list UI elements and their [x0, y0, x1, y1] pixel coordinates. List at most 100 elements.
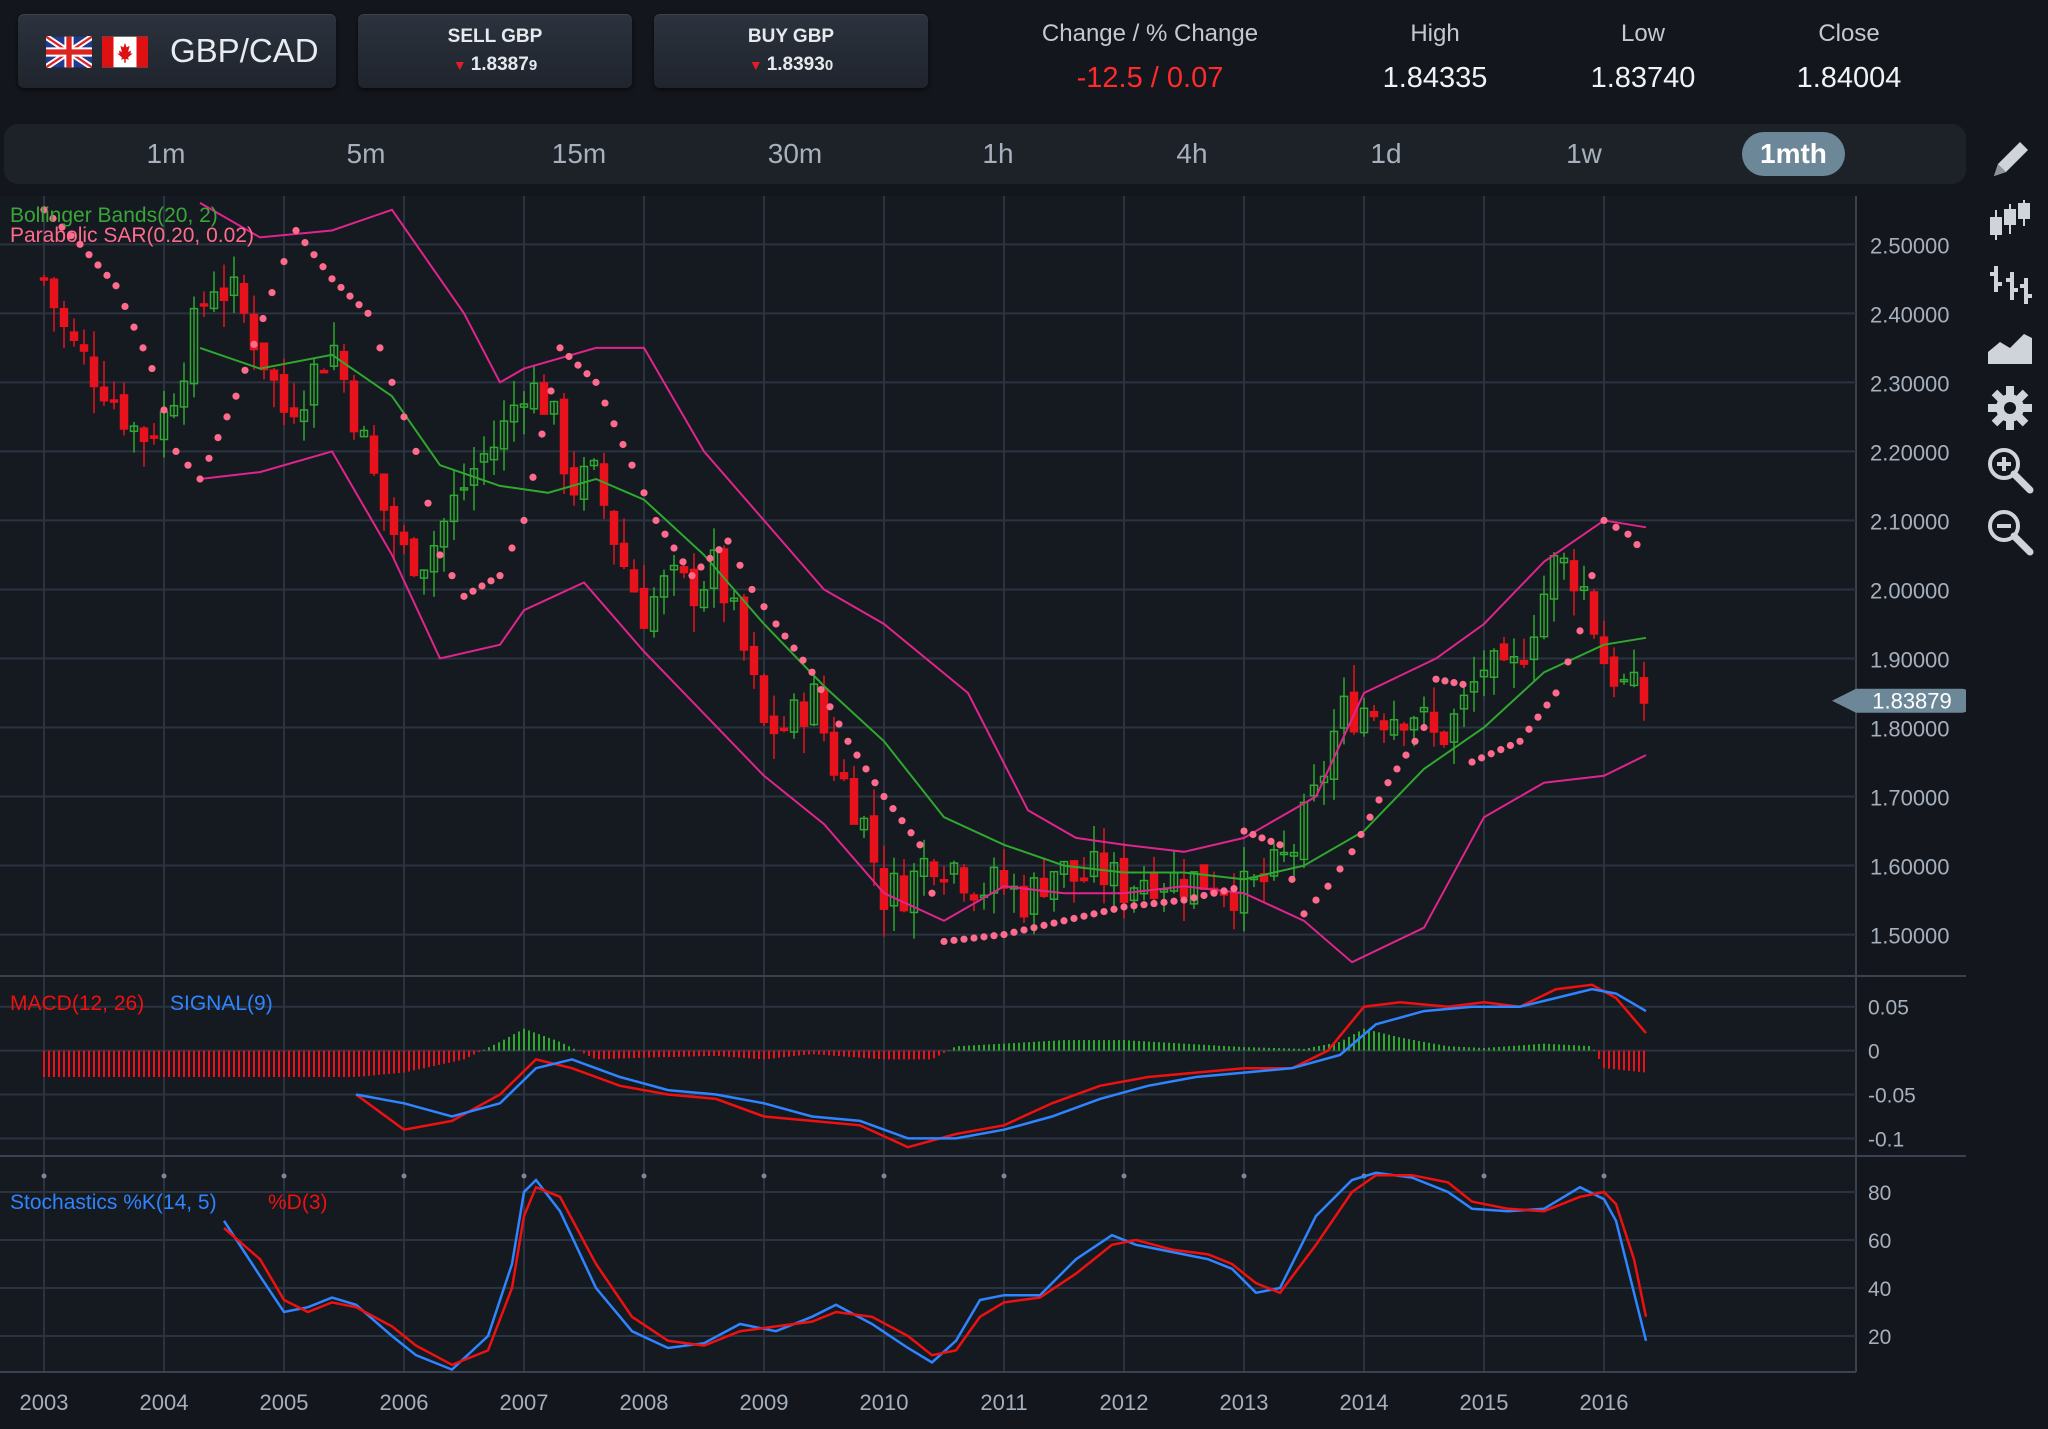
zoom-in-icon[interactable]	[1984, 444, 2036, 496]
sar-dot	[529, 473, 537, 481]
candle-body	[1429, 711, 1439, 733]
sar-dot	[1249, 830, 1257, 839]
sar-dot	[950, 936, 958, 944]
candle-body	[319, 369, 329, 374]
candle-body	[569, 467, 579, 496]
macd-line	[355, 983, 1647, 1149]
candle-body	[969, 894, 979, 901]
zoom-out-icon[interactable]	[1984, 506, 2036, 558]
candle-body	[659, 575, 669, 598]
timeframe-15m[interactable]: 15m	[551, 138, 607, 169]
candle-body	[139, 427, 149, 443]
candle-body	[539, 382, 549, 415]
candle-body	[929, 861, 939, 878]
sar-dot	[232, 392, 240, 400]
candle-body	[1359, 707, 1369, 734]
sar-dot	[1324, 882, 1332, 890]
y-tick-label: 2.40000	[1870, 302, 1950, 327]
sar-dot	[496, 572, 504, 580]
timeframe-30m[interactable]: 30m	[767, 138, 823, 169]
sar-dot	[1564, 658, 1572, 666]
sell-price: ▼ 1.83879	[452, 54, 538, 75]
pencil-icon[interactable]	[1984, 134, 2036, 186]
timeframe-1d[interactable]: 1d	[1370, 138, 1402, 169]
candle-body	[559, 398, 569, 475]
candle-body	[369, 435, 379, 474]
sar-dot	[1366, 813, 1374, 821]
sar-dot	[424, 499, 432, 507]
candle-body	[729, 597, 739, 602]
sar-dot	[1120, 903, 1128, 911]
candle-body	[849, 777, 859, 825]
sar-dot	[1420, 723, 1428, 732]
candle-body	[379, 473, 389, 511]
candle-body	[259, 342, 269, 371]
timeframe-1h[interactable]: 1h	[982, 138, 1014, 169]
candlestick-icon[interactable]	[1984, 196, 2036, 248]
sar-dot	[376, 344, 384, 352]
sar-dot	[469, 587, 477, 595]
sar-dot	[1450, 679, 1458, 687]
sar-dot	[355, 301, 363, 309]
timeframe-4h[interactable]: 4h	[1176, 138, 1208, 169]
candle-body	[509, 404, 519, 423]
candle-body	[99, 386, 109, 402]
candle-body	[439, 520, 449, 548]
candle-body	[1179, 878, 1189, 898]
buy-price: ▼ 1.83930	[748, 54, 834, 75]
x-tick-label: 2005	[260, 1390, 309, 1415]
high-stat: High 1.84335	[1330, 20, 1540, 95]
sar-dot	[487, 577, 495, 585]
area-chart-icon[interactable]	[1984, 320, 2036, 372]
candle-body	[589, 459, 599, 467]
candle-body	[69, 331, 79, 342]
sar-dot	[259, 314, 267, 323]
sar-dot	[610, 420, 618, 428]
sar-dot	[76, 240, 84, 248]
stochastics-y-tick-label: 60	[1868, 1230, 1891, 1253]
y-tick-label: 1.60000	[1870, 855, 1950, 880]
sar-dot	[130, 323, 138, 331]
candle-body	[169, 404, 179, 417]
sar-dot	[1402, 751, 1410, 759]
candle-body	[1059, 860, 1069, 875]
candle-body	[829, 731, 839, 776]
candle-body	[1139, 879, 1149, 895]
sell-button[interactable]: SELL GBP ▼ 1.83879	[358, 14, 632, 88]
sar-dot	[310, 251, 318, 259]
signal-label: SIGNAL(9)	[170, 992, 273, 1015]
canada-flag-icon	[102, 36, 148, 68]
candle-body	[1289, 851, 1299, 857]
sar-dot	[160, 406, 168, 414]
sar-dot	[1040, 921, 1048, 929]
candle-body	[39, 277, 49, 281]
buy-button[interactable]: BUY GBP ▼ 1.83930	[654, 14, 928, 88]
plot-background	[0, 196, 1856, 1372]
gear-icon[interactable]	[1984, 382, 2036, 434]
timeframe-1mth[interactable]: 1mth	[1742, 132, 1845, 176]
candle-body	[1539, 593, 1549, 638]
sar-dot	[1441, 677, 1449, 685]
currency-pair-selector[interactable]: GBP/CAD	[18, 14, 336, 88]
timeframe-1m[interactable]: 1m	[146, 138, 186, 169]
macd-label: MACD(12, 26)	[10, 992, 144, 1015]
candle-body	[1499, 643, 1509, 661]
uk-flag-icon	[46, 36, 92, 68]
sar-dot	[1543, 701, 1551, 709]
x-tick-label: 2012	[1100, 1390, 1149, 1415]
candle-body	[299, 409, 309, 423]
macd-y-tick-label: 0	[1868, 1041, 1880, 1064]
candle-body	[1109, 862, 1119, 887]
chart-area[interactable]: 2003 2004 2005 2006 2007 2008 2009 2010 2011 2012…	[0, 196, 1968, 1424]
price-chart[interactable]: 2003 2004 2005 2006 2007 2008 2009 2010 2011 2012…	[0, 196, 1968, 1424]
bar-chart-icon[interactable]	[1984, 258, 2036, 310]
candle-body	[1449, 713, 1459, 743]
sar-dot	[196, 475, 204, 483]
sar-label: Parabolic SAR(0.20, 0.02)	[10, 224, 254, 247]
timeframe-5m[interactable]: 5m	[346, 138, 386, 169]
year-marker-dot	[1481, 1173, 1487, 1179]
candle-body	[269, 369, 279, 381]
sar-dot	[1624, 530, 1632, 538]
timeframe-1w[interactable]: 1w	[1566, 138, 1602, 169]
y-tick-label: 1.90000	[1870, 647, 1950, 672]
